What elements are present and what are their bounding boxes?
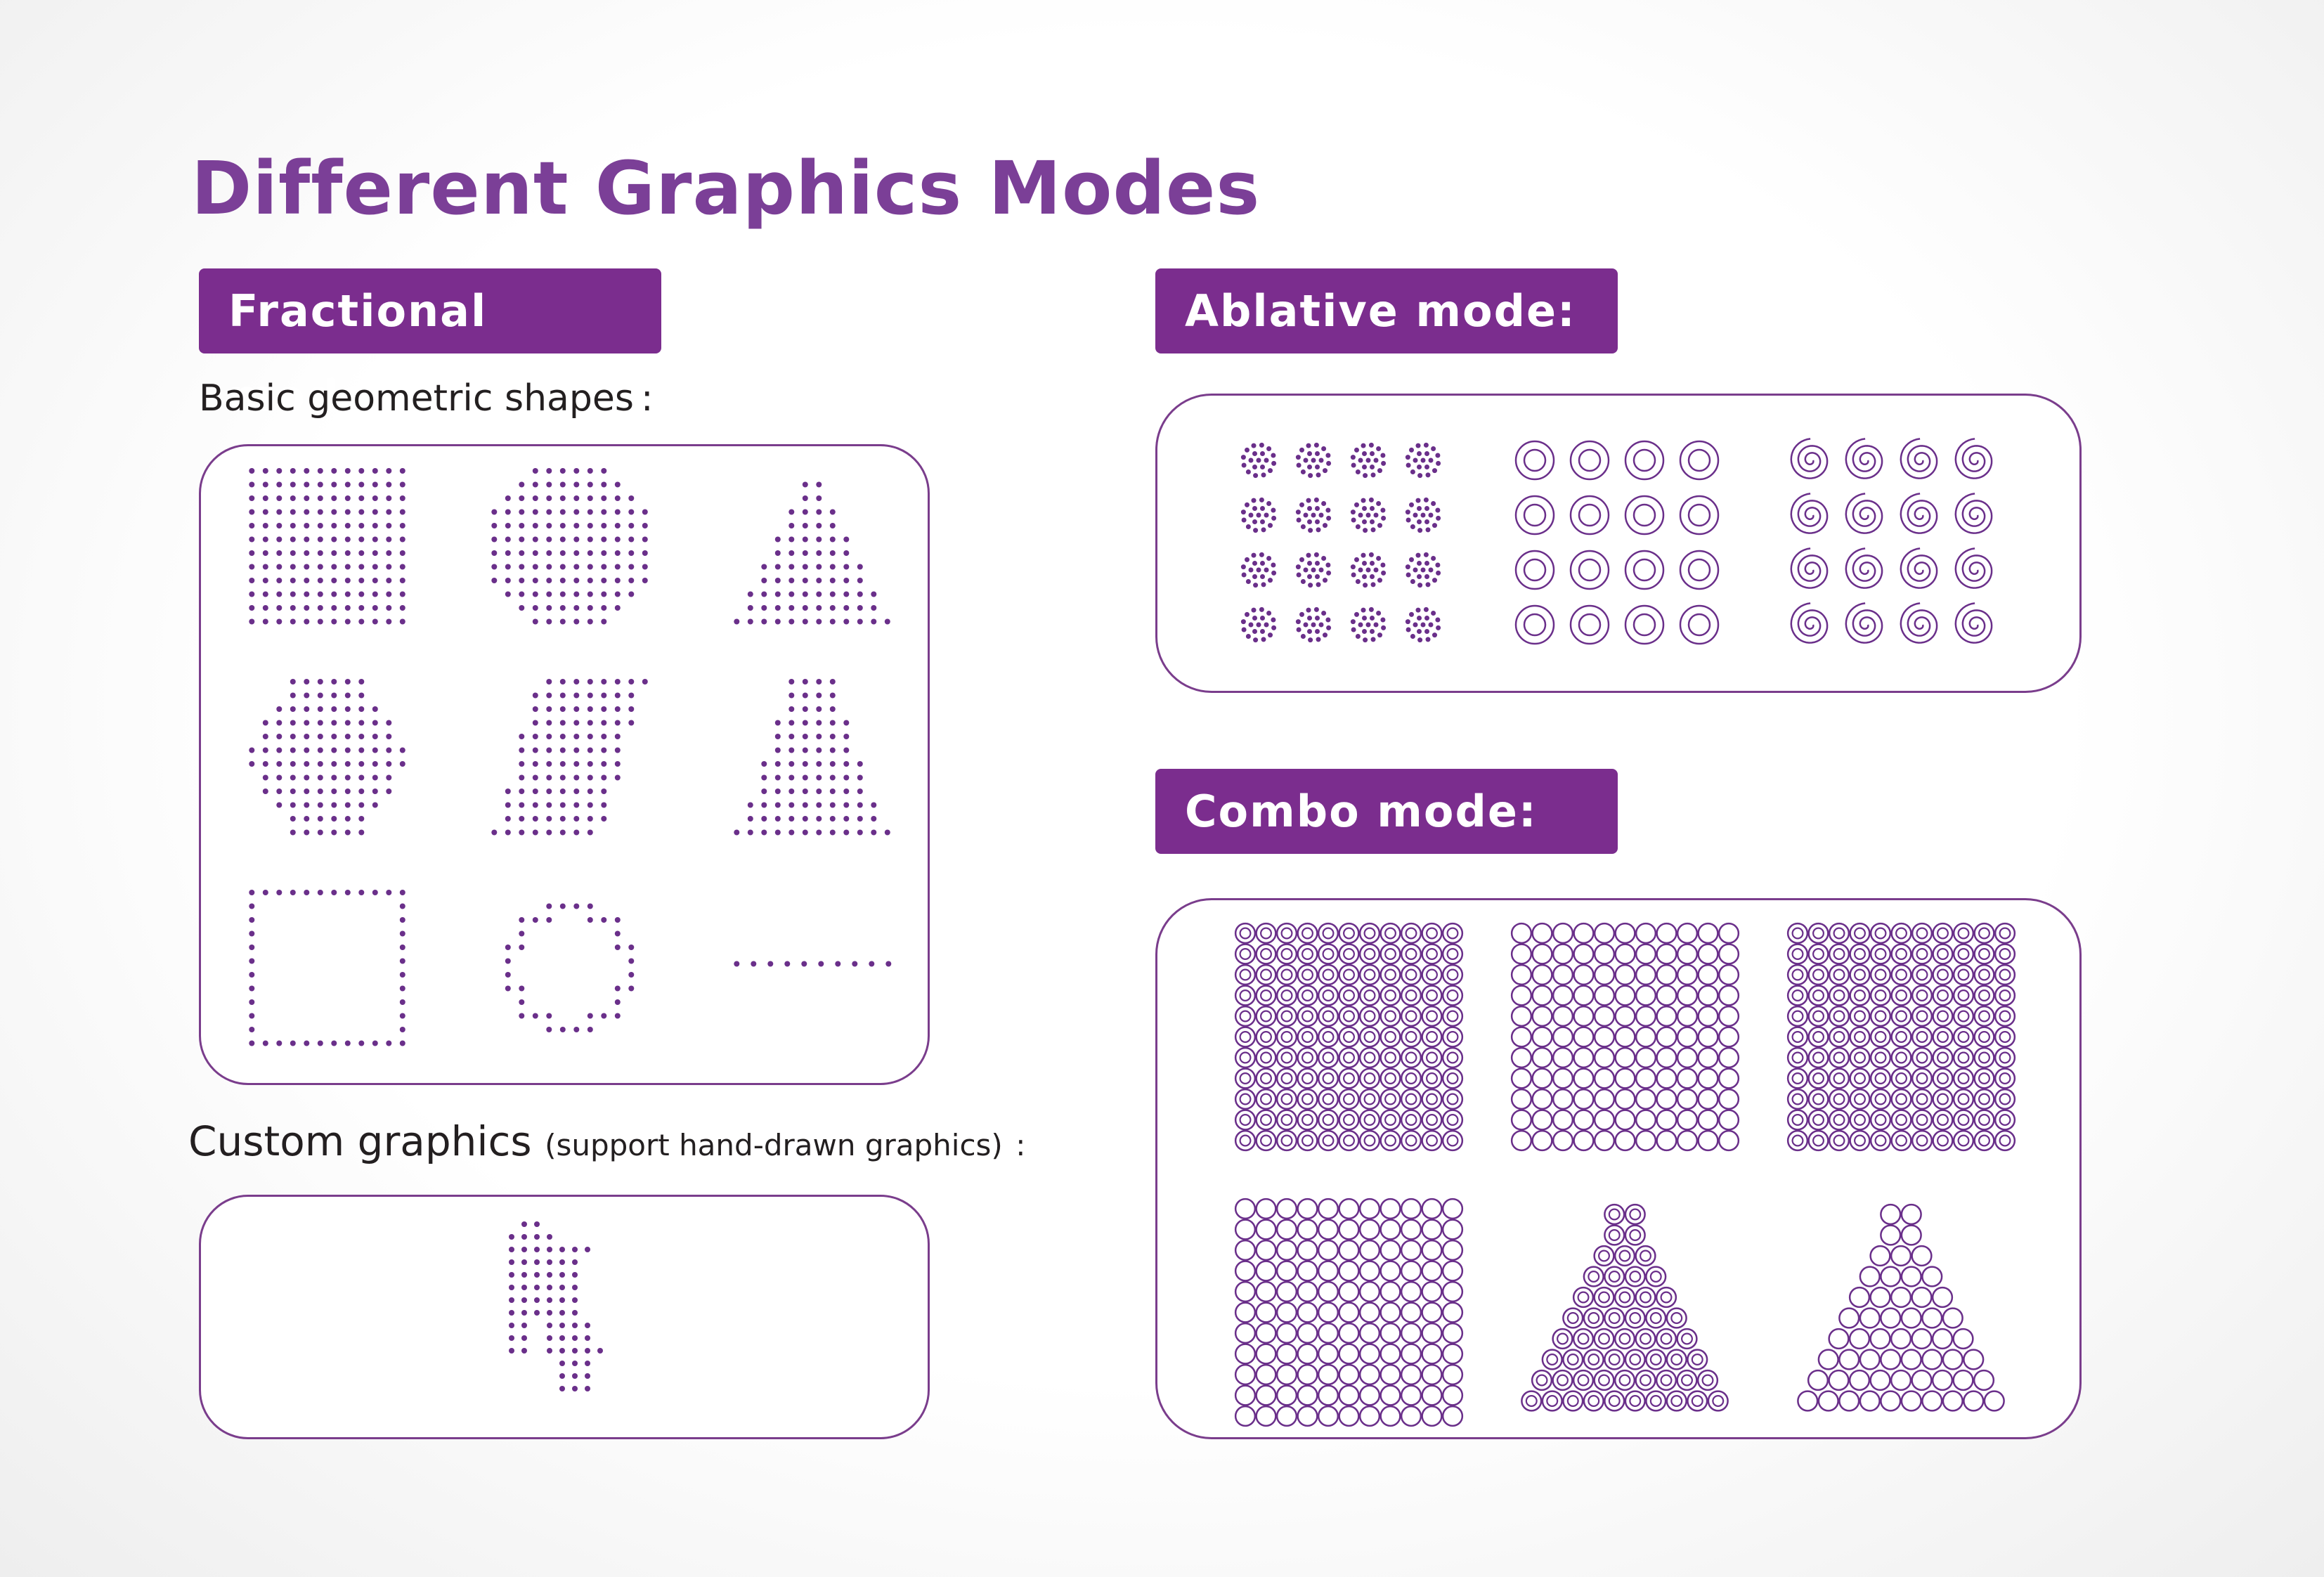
combo-mode-badge: Combo mode: (1155, 769, 1618, 854)
page-title: Different Graphics Modes (191, 145, 1261, 231)
triangle-dots (734, 481, 890, 625)
custom-graphics-caption: Custom graphics (support hand-drawn grap… (188, 1117, 1025, 1165)
ablative-panel (1155, 394, 2082, 693)
dot-cluster-grid (1240, 442, 1441, 643)
line-dots (734, 961, 892, 967)
basic-shapes-caption-colon: : (641, 377, 654, 420)
double-ring-square-grid (1234, 922, 1464, 1152)
custom-graphics-art (509, 1221, 603, 1391)
square-outline-dots (249, 890, 405, 1046)
parallelogram-dots (491, 679, 648, 836)
hexagon-dots (249, 679, 405, 836)
concentric-ring-grid (1514, 440, 1720, 645)
fractional-mode-badge: Fractional mode: (199, 268, 661, 422)
spiral-grid (1790, 438, 1993, 644)
square-dots (249, 468, 405, 625)
combo-graphics (1234, 922, 2016, 1427)
basic-shapes-graphics (249, 468, 892, 1046)
octagon-outline-dots (505, 903, 635, 1032)
custom-graphics-caption-main: Custom graphics (188, 1117, 532, 1165)
double-ring-square-grid-2 (1786, 922, 2016, 1152)
basic-shapes-caption-text: Basic geometric shapes (199, 377, 634, 420)
ring-square-grid (1510, 922, 1740, 1152)
double-ring-triangle (1521, 1203, 1729, 1412)
trapezoid-dots (734, 679, 890, 836)
octagon-dots (491, 468, 648, 625)
ring-triangle (1797, 1203, 2005, 1412)
custom-graphics-panel (199, 1195, 930, 1439)
custom-graphics-caption-sub: (support hand-drawn graphics) (545, 1128, 1003, 1162)
basic-shapes-caption: Basic geometric shapes: (199, 377, 654, 420)
ablative-graphics (1240, 438, 1993, 645)
custom-graphics-caption-colon: : (1015, 1128, 1026, 1162)
arrow-dots (509, 1221, 603, 1391)
ring-square-grid-2 (1234, 1198, 1464, 1427)
ablative-mode-badge: Ablative mode: (1155, 268, 1618, 353)
